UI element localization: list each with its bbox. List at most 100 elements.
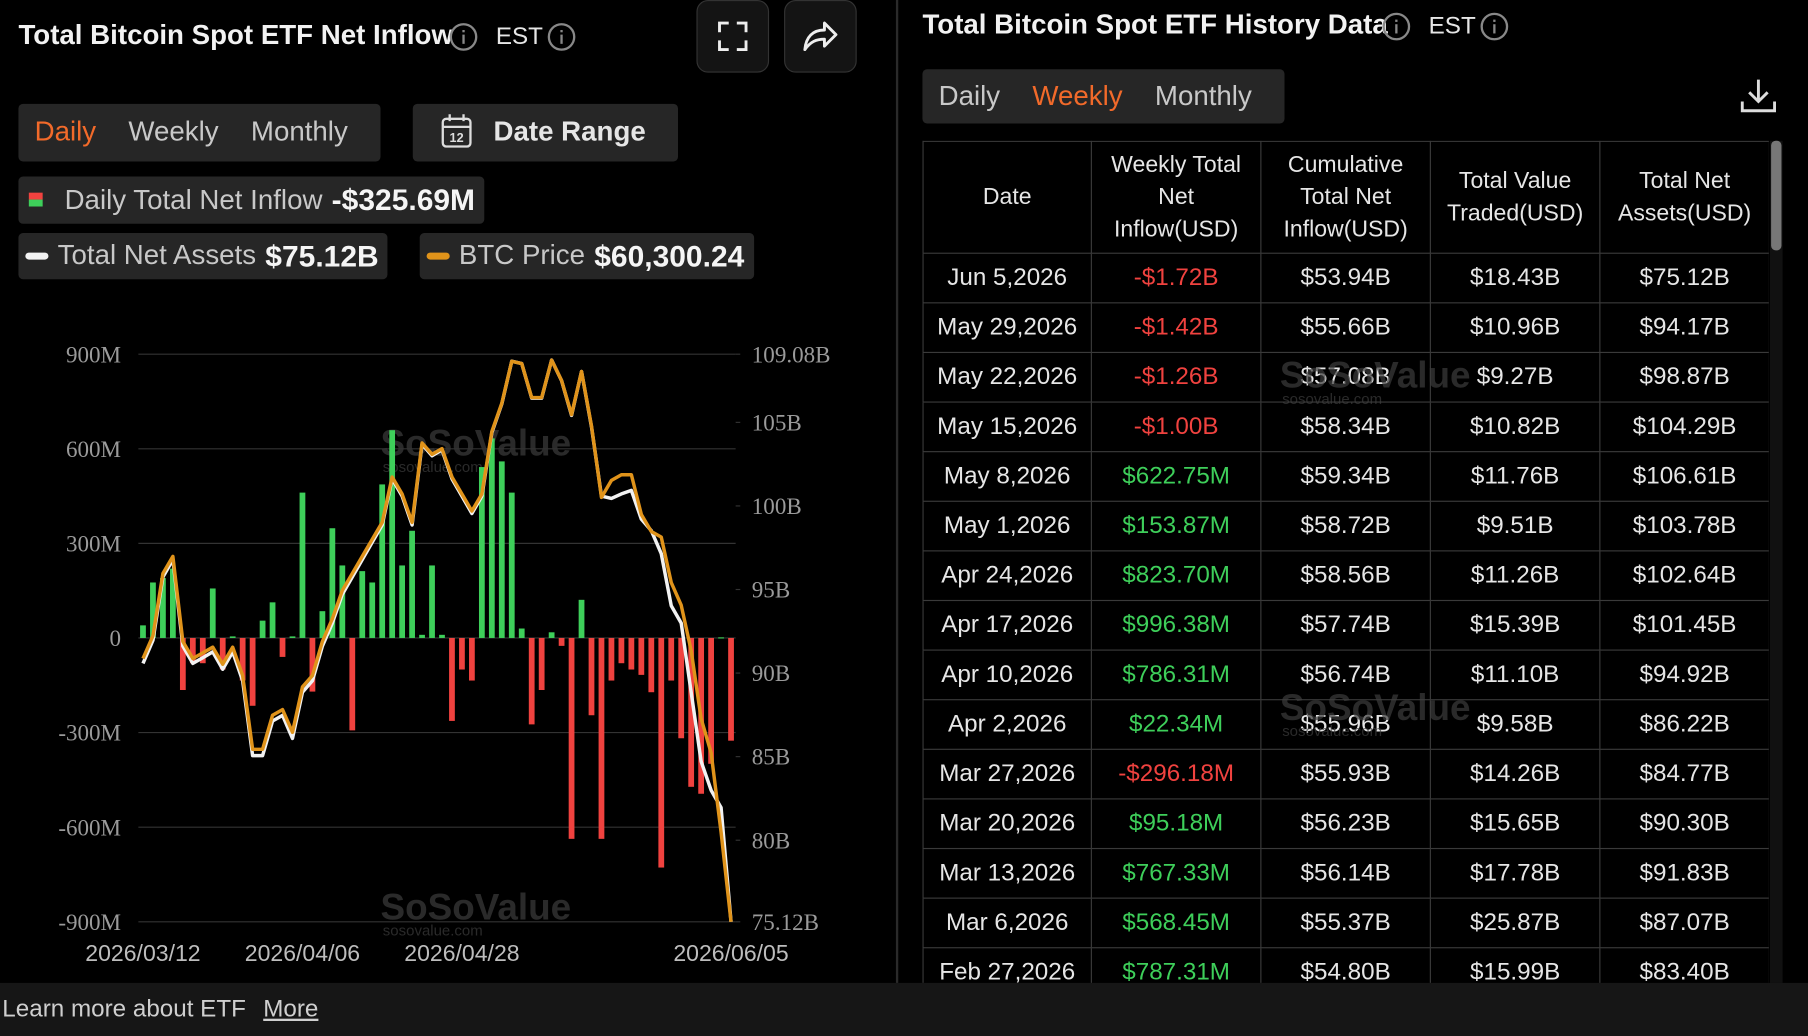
tab[interactable]: Monthly bbox=[1154, 80, 1252, 112]
table-row: Feb 27,2026 $787.31M $54.80B $15.99B $83.40B bbox=[922, 947, 1769, 983]
table-cell: $75.12B bbox=[1599, 252, 1769, 304]
table-row: May 22,2026 -$1.26B $57.08B $9.27B $98.87B bbox=[922, 351, 1769, 403]
table-cell: $55.66B bbox=[1260, 302, 1431, 354]
bar bbox=[628, 637, 635, 670]
bar bbox=[299, 492, 306, 638]
bar bbox=[219, 637, 226, 670]
period-tabs: Daily Weekly Monthly bbox=[18, 103, 381, 162]
svg-text:12: 12 bbox=[450, 131, 464, 145]
table-cell: $58.72B bbox=[1260, 500, 1431, 552]
bar bbox=[598, 637, 605, 839]
bar bbox=[369, 582, 376, 638]
table-cell: $84.77B bbox=[1599, 748, 1769, 800]
table-cell: $55.93B bbox=[1260, 748, 1431, 800]
table-cell: $56.74B bbox=[1260, 649, 1431, 701]
bar bbox=[658, 637, 665, 868]
table-cell: -$1.26B bbox=[1090, 351, 1262, 403]
footer: Learn more about ETF More bbox=[0, 982, 1808, 1036]
y2-tick-label: 75.12B bbox=[752, 909, 819, 935]
y2-tick-label: 85B bbox=[752, 744, 790, 770]
share-icon bbox=[803, 21, 838, 52]
table-cell: May 1,2026 bbox=[922, 500, 1092, 552]
info-icon[interactable] bbox=[449, 22, 479, 52]
bar bbox=[588, 637, 595, 716]
legend-chip[interactable]: Total Net Assets $75.12B bbox=[18, 233, 388, 280]
bar bbox=[229, 636, 236, 638]
y-tick-label: -300M bbox=[58, 720, 121, 746]
table-cell: $17.78B bbox=[1429, 847, 1601, 899]
table-cell: Feb 27,2026 bbox=[922, 947, 1092, 983]
y2-tick-label: 80B bbox=[752, 827, 790, 853]
table-row: Mar 6,2026 $568.45M $55.37B $25.87B $87.07B bbox=[922, 897, 1769, 949]
bar bbox=[558, 637, 565, 646]
table-cell: $568.45M bbox=[1090, 897, 1262, 949]
bar bbox=[668, 637, 675, 681]
table-cell: $94.17B bbox=[1599, 302, 1769, 354]
footer-text: Learn more about ETF bbox=[2, 995, 246, 1023]
table-cell: Mar 13,2026 bbox=[922, 847, 1092, 899]
table-cell: Apr 24,2026 bbox=[922, 550, 1092, 602]
scrollbar-thumb[interactable] bbox=[1771, 140, 1782, 251]
table-title: Total Bitcoin Spot ETF History Data bbox=[922, 9, 1388, 41]
date-range-label: Date Range bbox=[493, 116, 646, 148]
table-cell: $767.33M bbox=[1090, 847, 1262, 899]
legend-swatch bbox=[28, 192, 43, 207]
bar bbox=[329, 528, 336, 638]
table-row: Apr 2,2026 $22.34M $55.96B $9.58B $86.22B bbox=[922, 699, 1769, 750]
fullscreen-button[interactable] bbox=[696, 0, 770, 73]
table-cell: $9.58B bbox=[1429, 699, 1601, 750]
share-button[interactable] bbox=[784, 0, 857, 73]
bar bbox=[379, 484, 386, 638]
table-cell: $15.99B bbox=[1429, 947, 1601, 983]
bar bbox=[169, 568, 176, 638]
info-icon[interactable] bbox=[1479, 12, 1509, 42]
table-cell: $56.23B bbox=[1260, 798, 1431, 850]
info-icon[interactable] bbox=[1381, 12, 1411, 42]
bar bbox=[269, 602, 276, 638]
bar bbox=[608, 637, 615, 681]
bar bbox=[279, 637, 286, 657]
table-cell: $57.08B bbox=[1260, 351, 1431, 403]
chart: SoSoValuesosovalue.comSoSoValuesosovalue… bbox=[58, 341, 830, 966]
tab[interactable]: Daily bbox=[938, 80, 1001, 112]
tab[interactable]: Monthly bbox=[250, 116, 348, 148]
divider bbox=[895, 0, 899, 983]
bar bbox=[618, 637, 625, 664]
date-range-button[interactable]: 12 Date Range bbox=[412, 103, 678, 162]
chart-title: Total Bitcoin Spot ETF Net Inflow bbox=[18, 19, 453, 51]
table-cell: $86.22B bbox=[1599, 699, 1769, 750]
bar bbox=[309, 637, 316, 692]
table-cell: $102.64B bbox=[1599, 550, 1769, 602]
tab[interactable]: Weekly bbox=[128, 116, 219, 148]
table-cell: Apr 17,2026 bbox=[922, 599, 1092, 651]
bar bbox=[339, 565, 346, 638]
table-cell: May 22,2026 bbox=[922, 351, 1092, 403]
table-cell: May 8,2026 bbox=[922, 451, 1092, 502]
bar bbox=[409, 530, 415, 638]
table-cell: $25.87B bbox=[1429, 897, 1601, 949]
download-button[interactable] bbox=[1737, 74, 1781, 118]
legend-chip[interactable]: Daily Total Net Inflow -$325.69M bbox=[18, 176, 485, 224]
bar bbox=[140, 625, 146, 638]
legend-swatch bbox=[25, 252, 49, 260]
tab[interactable]: Weekly bbox=[1032, 80, 1123, 112]
y-tick-label: 900M bbox=[66, 341, 121, 367]
y2-tick-label: 90B bbox=[752, 660, 790, 686]
table-cell: $87.07B bbox=[1599, 897, 1769, 949]
bar bbox=[399, 565, 406, 638]
bar bbox=[638, 637, 645, 675]
table-cell: $101.45B bbox=[1599, 599, 1769, 651]
table-cell: $103.78B bbox=[1599, 500, 1769, 552]
legend-label: Total Net Assets bbox=[57, 239, 257, 272]
tab[interactable]: Daily bbox=[34, 116, 97, 148]
legend-chip[interactable]: BTC Price $60,300.24 bbox=[419, 233, 754, 280]
legend-label: BTC Price bbox=[458, 239, 586, 272]
table-cell: Mar 27,2026 bbox=[922, 748, 1092, 800]
table-row: May 8,2026 $622.75M $59.34B $11.76B $106.61B bbox=[922, 451, 1769, 502]
table-cell: $10.96B bbox=[1429, 302, 1601, 354]
footer-link[interactable]: More bbox=[263, 995, 319, 1023]
table-cell: $59.34B bbox=[1260, 451, 1431, 502]
info-icon[interactable] bbox=[547, 22, 577, 52]
